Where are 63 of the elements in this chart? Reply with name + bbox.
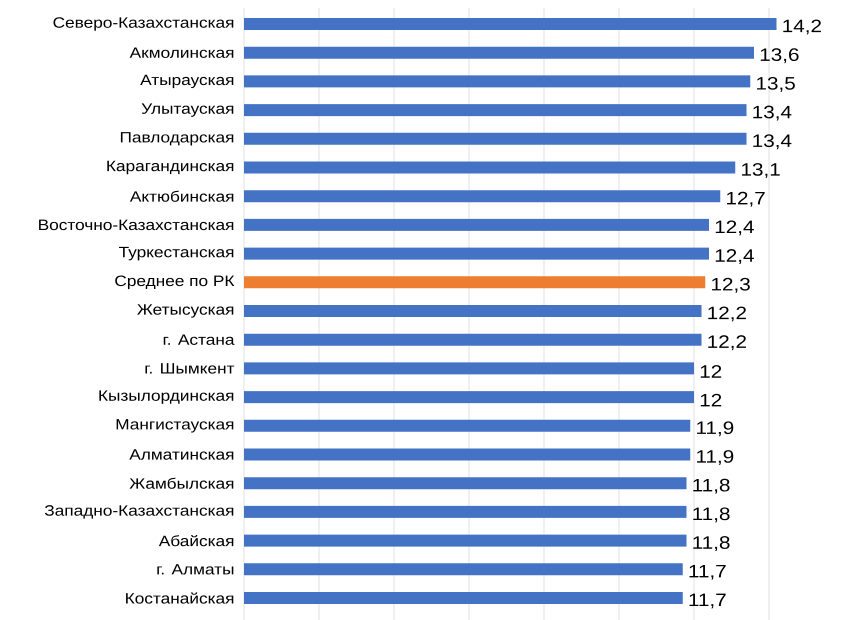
data-label: 13,1 xyxy=(742,163,780,178)
y-tick-label: Жамбылская xyxy=(130,478,234,489)
y-tick-label: г. Астана xyxy=(164,334,234,345)
bar xyxy=(244,276,706,288)
data-label: 11,8 xyxy=(693,536,730,552)
data-label: 12,3 xyxy=(712,278,750,293)
bar xyxy=(244,506,687,518)
bar xyxy=(244,18,777,30)
data-label: 11,9 xyxy=(697,421,734,436)
y-tick-label: Северо-Казахстанская xyxy=(53,17,234,31)
bar xyxy=(244,563,683,576)
bar xyxy=(244,420,690,432)
y-tick-label: Западно-Казахстанская xyxy=(44,505,234,519)
data-label: 12,2 xyxy=(708,335,746,350)
bar xyxy=(244,391,694,404)
data-label: 13,5 xyxy=(757,76,795,92)
data-label: 11,8 xyxy=(693,478,730,494)
bar xyxy=(244,190,720,202)
data-label: 11,7 xyxy=(690,594,726,608)
bar xyxy=(244,132,747,145)
y-tick-label: Мангистауская xyxy=(116,419,234,433)
bar xyxy=(244,448,690,461)
data-label: 11,8 xyxy=(693,507,730,522)
data-label: 11,9 xyxy=(697,450,734,465)
y-tick-label: Актюбинская xyxy=(130,190,234,202)
y-tick-label: Среднее по РК xyxy=(115,276,234,290)
data-label: 12,4 xyxy=(716,249,754,264)
data-label: 12 xyxy=(700,394,722,406)
bar xyxy=(244,477,687,490)
data-label: 13,4 xyxy=(753,134,792,150)
y-tick-label: Абайская xyxy=(158,534,234,546)
y-tick-label: Костанайская xyxy=(126,592,234,604)
bar xyxy=(244,534,687,547)
y-tick-label: г. Алматы xyxy=(157,564,234,575)
data-label: 12,7 xyxy=(727,192,765,207)
y-tick-label: Атырауская xyxy=(140,74,234,88)
data-label: 14,2 xyxy=(783,20,821,34)
data-label: 13,4 xyxy=(753,106,792,121)
bar xyxy=(244,362,694,374)
data-label: 12,2 xyxy=(708,306,746,322)
y-tick-label: Улытауская xyxy=(142,103,234,117)
data-label: 11,7 xyxy=(690,564,726,580)
bar xyxy=(244,248,710,260)
bar xyxy=(244,218,710,231)
y-tick-label: г. Шымкент xyxy=(145,363,234,374)
bar xyxy=(244,46,754,59)
y-tick-label: Туркестанская xyxy=(119,246,234,260)
data-label: 12,4 xyxy=(716,220,754,236)
y-tick-label: Восточно-Казахстанская xyxy=(39,220,234,230)
bar xyxy=(244,104,747,116)
y-tick-label: Жетысуская xyxy=(137,304,234,318)
data-label: 13,6 xyxy=(760,48,799,64)
data-label: 12 xyxy=(700,365,722,378)
bar xyxy=(244,592,683,604)
y-tick-label: Павлодарская xyxy=(120,132,234,146)
bar xyxy=(244,334,702,346)
y-tick-label: Кызылординская xyxy=(99,390,234,404)
y-tick-label: Алматинская xyxy=(129,449,234,460)
y-tick-label: Акмолинская xyxy=(130,47,234,58)
bar xyxy=(244,162,736,174)
bar xyxy=(244,75,750,88)
y-tick-label: Карагандинская xyxy=(107,160,234,174)
bar xyxy=(244,305,702,318)
